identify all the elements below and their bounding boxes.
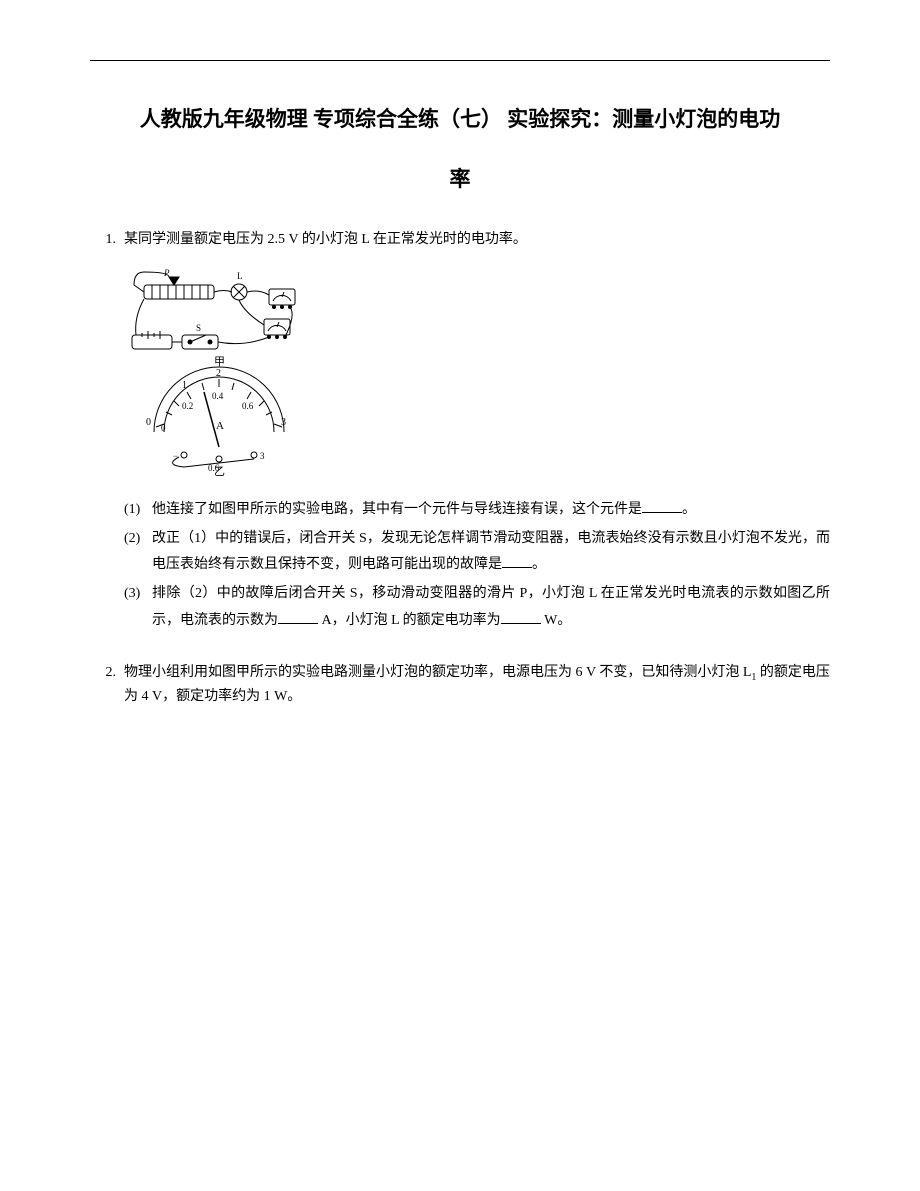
svg-text:3: 3 <box>260 451 265 461</box>
sub-3-text-part2: A，小灯泡 L 的额定电功率为 <box>318 613 501 628</box>
sub-2-text: 改正（1）中的错误后，闭合开关 S，发现无论怎样调节滑动变阻器，电流表始终没有示… <box>152 526 830 579</box>
sub-3-text: 排除（2）中的故障后闭合开关 S，移动滑动变阻器的滑片 P，小灯泡 L 在正常发… <box>152 581 830 634</box>
document-title-line1: 人教版九年级物理 专项综合全练（七） 实验探究：测量小灯泡的电功 <box>90 101 830 139</box>
question-1-text: 某同学测量额定电压为 2.5 V 的小灯泡 L 在正常发光时的电功率。 <box>124 229 830 251</box>
svg-text:3: 3 <box>281 417 286 428</box>
question-2-intro: 2. 物理小组利用如图甲所示的实验电路测量小灯泡的额定功率，电源电压为 6 V … <box>90 662 830 708</box>
meter-label: 乙 <box>214 465 225 477</box>
sub-3-text-part3: W。 <box>541 613 572 628</box>
svg-text:0.4: 0.4 <box>212 391 224 401</box>
blank-fill <box>642 499 682 513</box>
sub-2-text-after: 。 <box>532 557 546 572</box>
header-divider <box>90 60 830 61</box>
question-2-number: 2. <box>90 662 124 708</box>
sub-1-text: 他连接了如图甲所示的实验电路，其中有一个元件与导线连接有误，这个元件是 。 <box>152 497 830 524</box>
sub-1-number: (1) <box>124 497 152 524</box>
blank-fill <box>278 610 318 624</box>
question-1-sub-1: (1) 他连接了如图甲所示的实验电路，其中有一个元件与导线连接有误，这个元件是 。 <box>124 497 830 524</box>
question-1-subitems: (1) 他连接了如图甲所示的实验电路，其中有一个元件与导线连接有误，这个元件是。… <box>124 497 830 634</box>
svg-text:S: S <box>196 323 201 333</box>
q2-text-part1: 物理小组利用如图甲所示的实验电路测量小灯泡的额定功率，电源电压为 6 V 不变，… <box>124 665 751 680</box>
svg-text:1: 1 <box>182 380 187 391</box>
svg-text:L: L <box>237 271 243 281</box>
question-2: 2. 物理小组利用如图甲所示的实验电路测量小灯泡的额定功率，电源电压为 6 V … <box>90 662 830 708</box>
svg-text:0: 0 <box>146 417 151 428</box>
sub-3-number: (3) <box>124 581 152 634</box>
svg-text:0: 0 <box>161 423 166 433</box>
svg-text:A: A <box>216 420 224 432</box>
svg-text:0.2: 0.2 <box>182 401 193 411</box>
question-1-diagram: P L <box>124 267 830 477</box>
svg-text:2: 2 <box>216 368 221 379</box>
blank-fill <box>501 610 541 624</box>
svg-text:0.6: 0.6 <box>242 401 254 411</box>
sub-1-text-before: 他连接了如图甲所示的实验电路，其中有一个元件与导线连接有误，这个元件是 <box>152 502 642 517</box>
question-1-intro: 1. 某同学测量额定电压为 2.5 V 的小灯泡 L 在正常发光时的电功率。 <box>90 229 830 251</box>
blank-fill <box>502 554 532 568</box>
circuit-diagram-svg: P L <box>124 267 324 477</box>
question-1-sub-3: (3) 排除（2）中的故障后闭合开关 S，移动滑动变阻器的滑片 P，小灯泡 L … <box>124 581 830 634</box>
question-1-sub-2: (2) 改正（1）中的错误后，闭合开关 S，发现无论怎样调节滑动变阻器，电流表始… <box>124 526 830 579</box>
question-2-text: 物理小组利用如图甲所示的实验电路测量小灯泡的额定功率，电源电压为 6 V 不变，… <box>124 662 830 708</box>
sub-1-text-after: 。 <box>682 502 696 517</box>
sub-2-number: (2) <box>124 526 152 579</box>
question-1: 1. 某同学测量额定电压为 2.5 V 的小灯泡 L 在正常发光时的电功率。 <box>90 229 830 634</box>
sub-2-text-before: 改正（1）中的错误后，闭合开关 S，发现无论怎样调节滑动变阻器，电流表始终没有示… <box>152 531 830 573</box>
circuit-label: 甲 <box>214 356 225 368</box>
question-1-number: 1. <box>90 229 124 251</box>
document-title-line2: 率 <box>90 163 830 193</box>
